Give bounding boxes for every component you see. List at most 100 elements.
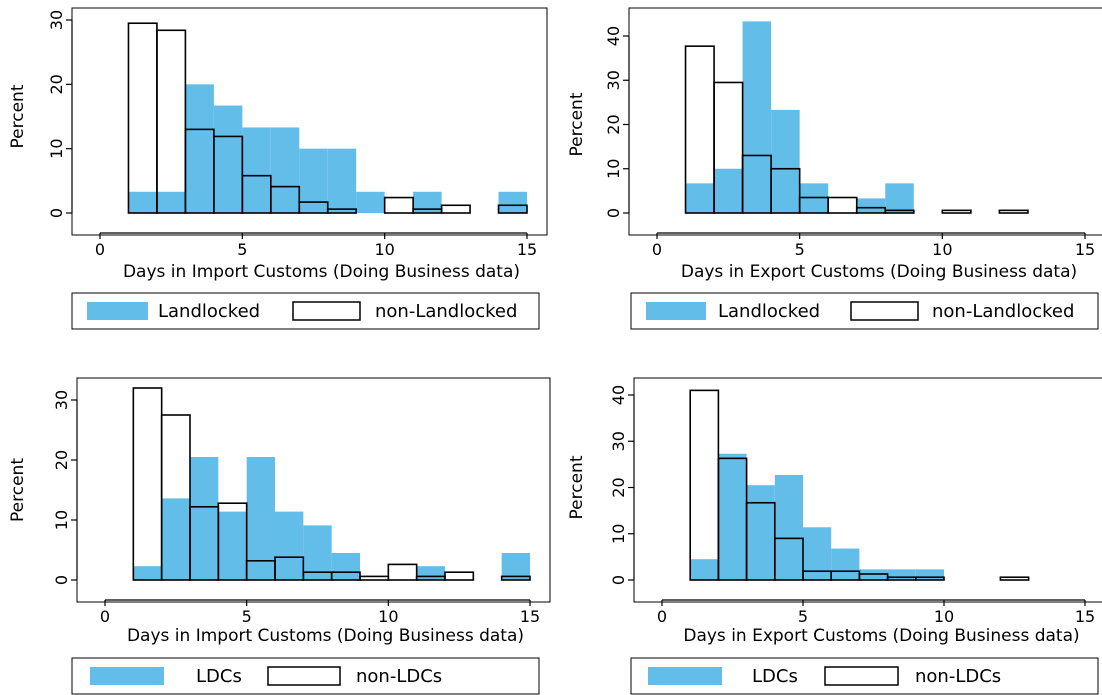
legend-swatch-filled [648, 667, 722, 685]
legend-label-filled: Landlocked [158, 301, 260, 322]
bar-non-landlocked [770, 167, 801, 214]
bar-landlocked [270, 127, 300, 213]
y-tick-label: 20 [52, 450, 71, 470]
x-tick-label: 0 [657, 607, 667, 626]
bar-landlocked [128, 191, 157, 213]
y-tick-label: 30 [47, 10, 66, 30]
legend-swatch-filled [90, 667, 164, 685]
legend: Landlocked non-Landlocked [71, 292, 540, 330]
y-tick-label: 10 [52, 510, 71, 530]
legend-swatch-hollow [292, 301, 361, 321]
y-tick-label: 10 [609, 524, 628, 544]
legend-swatch-filled [87, 302, 148, 320]
legend-box [630, 657, 1099, 695]
y-tick-label: 30 [52, 390, 71, 410]
bar-landlocked [213, 105, 243, 213]
y-tick-label: 40 [609, 385, 628, 405]
x-tick-label: 0 [652, 240, 662, 259]
bar-non-ldcs [773, 537, 804, 581]
bar-non-ldcs [160, 414, 191, 581]
bar-landlocked [498, 191, 527, 213]
legend-swatch-hollow [267, 666, 341, 686]
bar-ldcs [718, 453, 747, 580]
bar-ldcs [275, 511, 304, 580]
x-tick-label: 10 [378, 607, 398, 626]
bar-non-landlocked [998, 209, 1029, 214]
x-tick-label: 15 [1075, 240, 1095, 259]
bar-non-ldcs [387, 563, 418, 581]
bar-ldcs [190, 457, 219, 580]
bar-non-landlocked [326, 208, 358, 214]
legend-label-hollow: non-LDCs [915, 666, 1001, 687]
y-axis-title: Percent [8, 84, 28, 148]
x-axis-title: Days in Import Customs (Doing Business d… [123, 262, 520, 282]
bar-non-ldcs [444, 571, 475, 581]
bar-non-landlocked [213, 135, 244, 214]
histogram-panel-2: 0 5 10 15 Days in Export Customs (Doing Busi… [567, 7, 1102, 330]
bar-ldcs [161, 498, 190, 580]
x-axis-title: Days in Import Customs (Doing Business d… [127, 626, 524, 646]
x-axis-title: Days in Export Customs (Doing Business d… [681, 262, 1077, 282]
x-tick-label: 5 [237, 240, 247, 259]
bar-landlocked [327, 148, 357, 213]
x-tick-label: 5 [795, 240, 805, 259]
bar-non-landlocked [298, 201, 329, 214]
x-tick-label: 15 [517, 240, 537, 259]
bar-ldcs [690, 559, 719, 580]
y-tick-label: 20 [604, 114, 623, 134]
bar-non-landlocked [941, 209, 972, 214]
bar-non-landlocked [269, 185, 301, 214]
legend-label-filled: LDCs [196, 666, 242, 687]
y-tick-label: 20 [609, 477, 628, 497]
bar-non-landlocked [127, 22, 158, 214]
bar-ldcs [803, 527, 832, 580]
bar-non-ldcs [274, 556, 305, 581]
bar-landlocked [356, 191, 385, 213]
bar-non-ldcs [999, 576, 1030, 581]
bar-ldcs [331, 553, 360, 580]
legend-label-hollow: non-Landlocked [932, 301, 1074, 322]
legend: LDCs non-LDCs [630, 657, 1099, 695]
y-axis-title: Percent [567, 455, 587, 519]
y-tick-label: 0 [604, 208, 623, 218]
bar-ldcs [915, 569, 944, 580]
bar-ldcs [218, 511, 247, 580]
bar-non-ldcs [217, 502, 248, 581]
x-tick-label: 5 [242, 607, 252, 626]
bar-non-landlocked [440, 204, 471, 214]
x-tick-label: 10 [934, 607, 954, 626]
bar-non-ldcs [500, 575, 531, 581]
x-tick-label: 10 [932, 240, 952, 259]
y-tick-label: 0 [52, 575, 71, 585]
legend-label-hollow: non-LDCs [356, 666, 442, 687]
y-tick-label: 0 [47, 208, 66, 218]
y-tick-label: 30 [609, 431, 628, 451]
bar-landlocked [299, 148, 328, 213]
bar-landlocked [413, 191, 442, 213]
x-tick-label: 15 [520, 607, 540, 626]
bar-non-ldcs [132, 387, 163, 581]
legend: LDCs non-LDCs [71, 657, 540, 695]
x-tick-label: 0 [100, 607, 110, 626]
y-axis-title: Percent [8, 458, 28, 522]
legend-box [630, 292, 1099, 330]
bar-landlocked [242, 127, 271, 213]
y-tick-label: 10 [604, 159, 623, 179]
legend-swatch-filled [646, 302, 706, 320]
bar-non-landlocked [156, 29, 187, 214]
bar-non-ldcs [359, 575, 390, 581]
bar-landlocked [156, 191, 186, 213]
bar-landlocked [771, 109, 800, 213]
bar-non-landlocked [827, 196, 858, 214]
y-tick-label: 10 [47, 138, 66, 158]
bar-non-ldcs [914, 576, 945, 581]
x-tick-label: 10 [374, 240, 394, 259]
x-tick-label: 5 [798, 607, 808, 626]
legend-label-filled: LDCs [752, 666, 798, 687]
bar-ldcs [746, 485, 775, 580]
legend-swatch-hollow [824, 666, 899, 686]
legend-box [71, 292, 540, 330]
bar-landlocked [185, 84, 214, 213]
